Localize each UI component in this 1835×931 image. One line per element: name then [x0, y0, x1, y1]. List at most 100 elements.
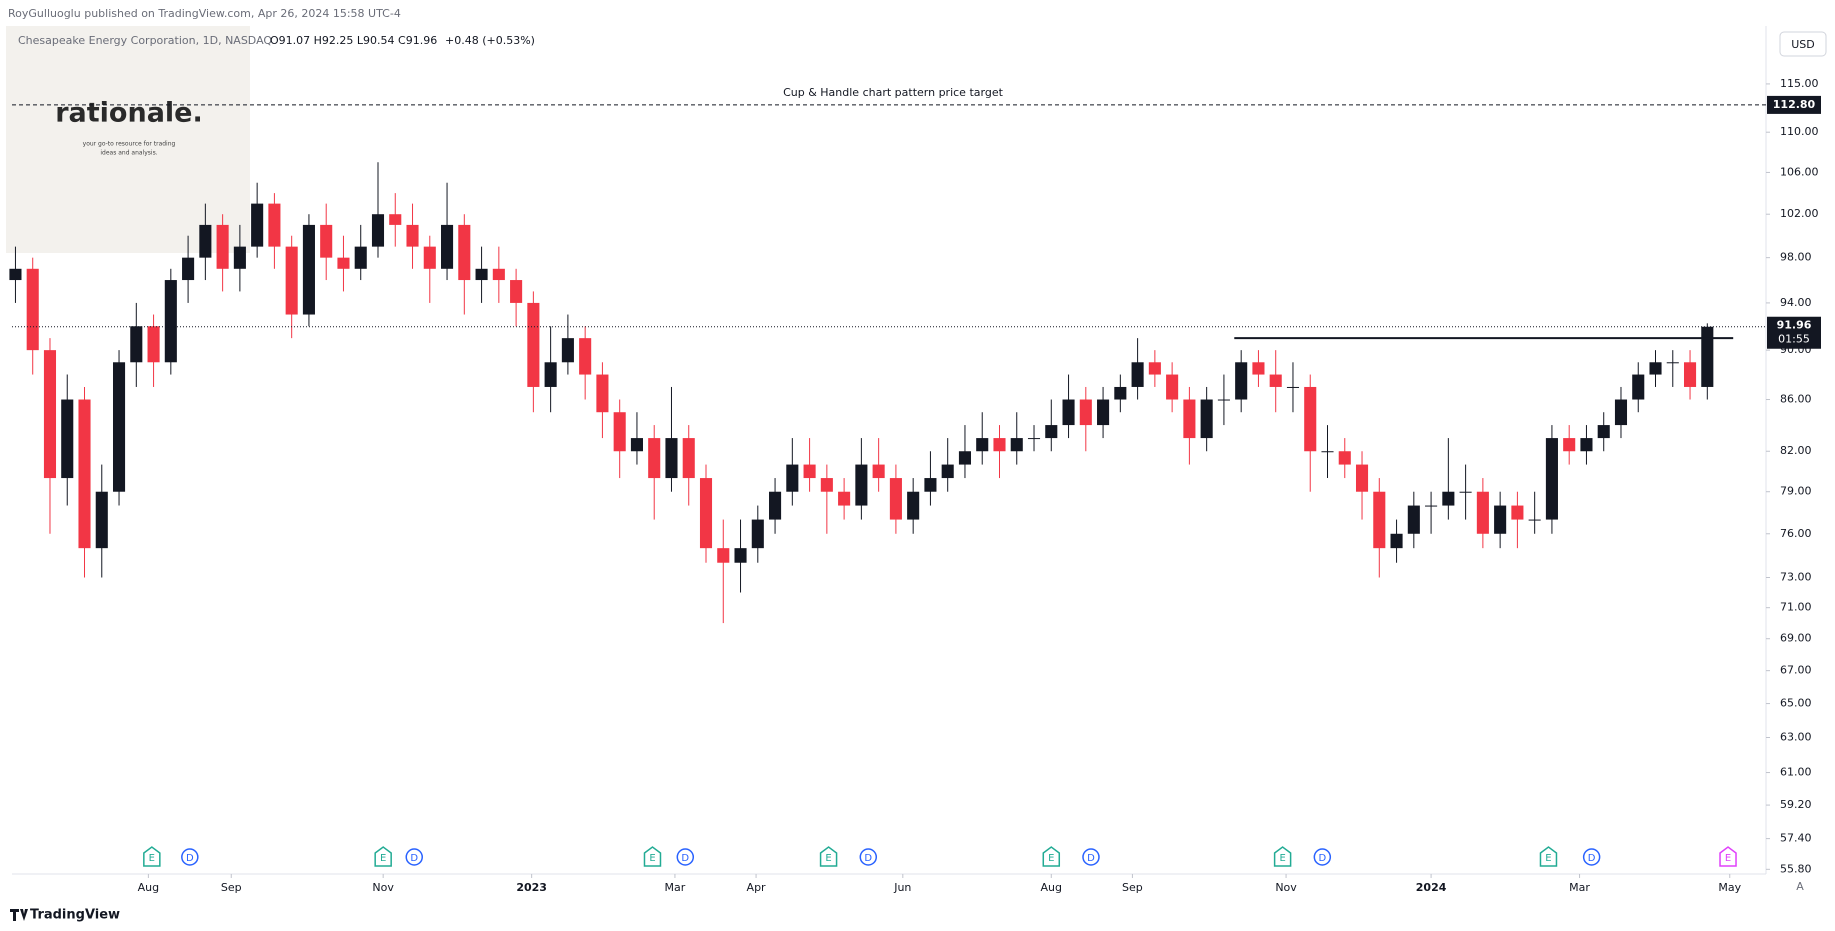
candle-body [613, 412, 626, 452]
candle-body [182, 257, 195, 281]
watermark-tagline: your go-to resource for trading [83, 141, 176, 148]
event-marker[interactable] [1582, 848, 1601, 866]
candle-body [907, 491, 920, 520]
candle-body [406, 224, 419, 247]
event-label: E [825, 853, 831, 864]
candle-body [1632, 374, 1645, 400]
y-tick-label: 106.00 [1780, 165, 1819, 178]
event-marker[interactable] [1042, 846, 1061, 867]
candle-body [941, 464, 954, 479]
candle-body [1045, 425, 1058, 439]
candle-body [164, 280, 177, 363]
event-marker[interactable] [859, 848, 878, 866]
candle-body [441, 224, 454, 269]
target-price-tag [1767, 95, 1821, 114]
candle-body [1148, 362, 1161, 375]
candle-body [872, 464, 885, 479]
candle-body [976, 438, 989, 452]
event-marker[interactable] [1273, 846, 1292, 867]
candle-body [216, 224, 229, 269]
candle-body [1235, 362, 1248, 400]
y-tick-label: 55.80 [1780, 862, 1812, 875]
candle-body [1425, 505, 1438, 507]
y-tick-label: 110.00 [1780, 125, 1819, 138]
candle-body [734, 548, 747, 563]
event-marker[interactable] [143, 846, 161, 867]
event-label: E [1048, 853, 1054, 864]
candle-body [1373, 491, 1386, 549]
candle-body [579, 338, 592, 375]
candle-body [1683, 362, 1697, 387]
y-tick-label: 69.00 [1780, 632, 1812, 645]
candle-body [838, 491, 851, 506]
candle-body [699, 478, 713, 549]
candle-body [423, 246, 436, 269]
event-marker[interactable] [819, 846, 838, 867]
y-tick-label: 65.00 [1780, 697, 1812, 710]
event-marker[interactable] [643, 846, 662, 867]
event-marker[interactable] [1313, 848, 1332, 866]
x-tick-label: Apr [747, 881, 767, 894]
candle-body [43, 350, 57, 479]
candle-body [1649, 362, 1662, 375]
x-tick-label: Nov [372, 881, 394, 894]
event-marker[interactable] [405, 848, 423, 866]
candle-body [9, 268, 22, 281]
y-tick-label: 71.00 [1780, 601, 1812, 614]
candle-body [510, 280, 523, 303]
candle-body [61, 399, 74, 479]
candle-body [820, 478, 833, 492]
candle-body [596, 374, 609, 413]
candle-body [889, 478, 902, 520]
y-tick-label: 57.40 [1780, 832, 1812, 845]
candle-body [1079, 399, 1092, 426]
currency-button[interactable] [1779, 31, 1827, 57]
candle-body [1269, 374, 1282, 387]
event-label: E [1725, 853, 1731, 864]
candle-body [1511, 505, 1524, 520]
candle-body [147, 326, 160, 363]
candle-body [337, 257, 350, 269]
event-label: D [681, 853, 689, 864]
autoscale-button[interactable]: A [1796, 880, 1804, 893]
x-tick-label: Sep [1122, 881, 1143, 894]
candle-body [1355, 464, 1369, 492]
event-label: D [410, 853, 418, 864]
candle-body [389, 214, 402, 225]
y-tick-label: 63.00 [1780, 731, 1812, 744]
candle-body [751, 519, 764, 549]
candle-body [475, 268, 488, 281]
candle-body [1304, 386, 1317, 452]
event-marker[interactable] [676, 848, 695, 866]
candle-body [786, 464, 799, 492]
event-marker[interactable] [181, 848, 199, 866]
candle-body [1476, 491, 1489, 534]
candle-body [1338, 451, 1351, 465]
event-marker[interactable] [1719, 846, 1737, 867]
candle-body [544, 362, 557, 387]
candle-body [1114, 386, 1127, 400]
last-price-tag [1767, 316, 1821, 349]
x-tick-label: May [1718, 881, 1741, 894]
event-marker[interactable] [374, 846, 392, 867]
candle-body [78, 399, 91, 549]
candle-body [26, 268, 39, 351]
candle-body [717, 548, 730, 563]
candle-body [1614, 399, 1628, 426]
event-marker[interactable] [1082, 848, 1100, 866]
currency-label[interactable]: USD [1791, 38, 1815, 51]
candle-body [958, 451, 972, 465]
x-tick-label: Mar [665, 881, 686, 894]
x-tick-label: Aug [138, 881, 159, 894]
candle-body [1131, 362, 1144, 387]
footer-logo: TradingView [30, 908, 120, 923]
candle-body [1200, 399, 1213, 439]
candle-body [855, 464, 868, 506]
event-marker[interactable] [1539, 846, 1558, 867]
y-tick-label: 76.00 [1780, 527, 1812, 540]
candle-body [1442, 491, 1455, 506]
candle-body [1701, 326, 1714, 387]
legend-change: +0.48 (+0.53%) [445, 34, 535, 47]
